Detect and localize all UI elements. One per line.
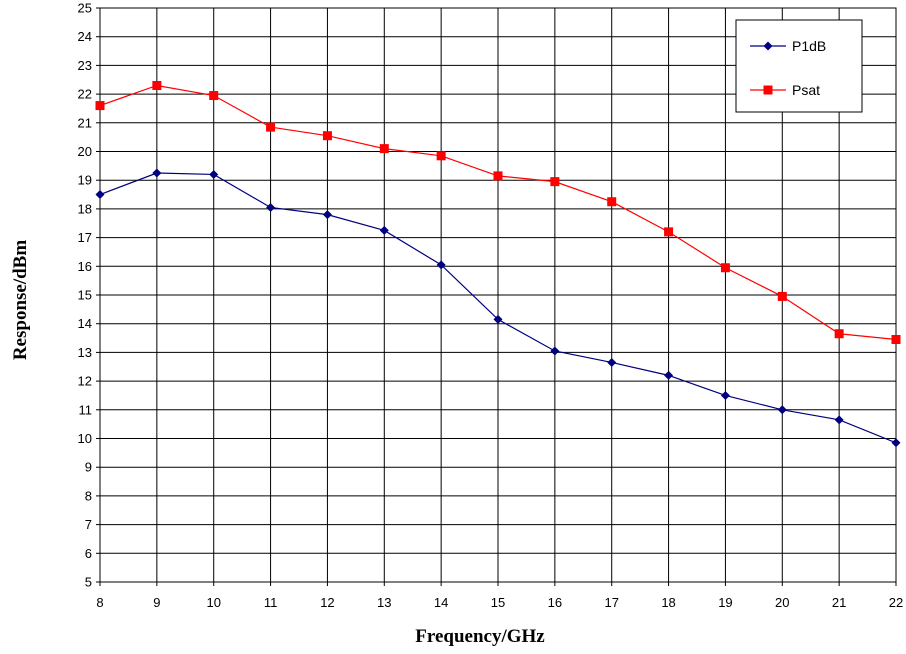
data-point-psat bbox=[664, 227, 674, 237]
x-tick-label: 9 bbox=[153, 595, 160, 610]
x-tick-label: 16 bbox=[548, 595, 562, 610]
data-point-psat bbox=[607, 197, 617, 207]
data-point-p1db bbox=[266, 202, 276, 212]
x-axis-title: Frequency/GHz bbox=[415, 626, 545, 647]
data-point-psat bbox=[266, 122, 276, 132]
y-axis: 5 6 7 8 9 10 11 12 13 14 15 16 17 18 19 20 21 22 23 24 25 bbox=[78, 1, 100, 590]
y-tick-label: 8 bbox=[85, 488, 92, 503]
y-tick-label: 19 bbox=[78, 173, 92, 188]
data-point-p1db bbox=[436, 260, 446, 270]
data-point-p1db bbox=[550, 346, 560, 356]
y-tick-label: 25 bbox=[78, 1, 92, 16]
y-tick-label: 17 bbox=[78, 230, 92, 245]
data-point-p1db bbox=[209, 169, 219, 179]
data-point-psat bbox=[493, 171, 503, 181]
data-point-p1db bbox=[95, 190, 105, 200]
data-point-p1db bbox=[152, 168, 162, 178]
y-tick-label: 23 bbox=[78, 58, 92, 73]
y-tick-label: 10 bbox=[78, 431, 92, 446]
data-point-psat bbox=[436, 151, 446, 161]
data-point-p1db bbox=[379, 225, 389, 235]
data-point-p1db bbox=[720, 390, 730, 400]
data-point-psat bbox=[209, 91, 219, 101]
data-point-psat bbox=[152, 80, 162, 90]
x-tick-label: 18 bbox=[661, 595, 675, 610]
series-psat bbox=[95, 80, 901, 344]
data-point-psat bbox=[95, 101, 105, 111]
x-tick-label: 13 bbox=[377, 595, 391, 610]
data-point-psat bbox=[891, 334, 901, 344]
data-point-p1db bbox=[322, 210, 332, 220]
y-tick-label: 12 bbox=[78, 374, 92, 389]
y-tick-label: 9 bbox=[85, 460, 92, 475]
x-axis: 8 9 10 11 12 13 14 15 16 17 18 19 20 21 22 bbox=[96, 582, 903, 610]
y-tick-label: 14 bbox=[78, 316, 92, 331]
y-tick-label: 22 bbox=[78, 87, 92, 102]
data-point-p1db bbox=[891, 438, 901, 448]
data-point-psat bbox=[777, 291, 787, 301]
x-tick-label: 11 bbox=[264, 595, 278, 610]
data-point-p1db bbox=[607, 357, 617, 367]
y-tick-label: 18 bbox=[78, 201, 92, 216]
data-point-p1db bbox=[493, 314, 503, 324]
x-tick-label: 20 bbox=[775, 595, 789, 610]
data-point-psat bbox=[550, 177, 560, 187]
legend-marker-psat bbox=[763, 85, 773, 95]
data-point-psat bbox=[379, 144, 389, 154]
x-tick-label: 21 bbox=[832, 595, 846, 610]
y-tick-label: 6 bbox=[85, 546, 92, 561]
data-point-p1db bbox=[777, 405, 787, 415]
y-tick-label: 24 bbox=[78, 29, 92, 44]
x-tick-label: 10 bbox=[206, 595, 220, 610]
y-tick-label: 7 bbox=[85, 517, 92, 532]
data-point-p1db bbox=[834, 415, 844, 425]
data-point-psat bbox=[720, 263, 730, 273]
x-tick-label: 22 bbox=[889, 595, 903, 610]
grid-lines bbox=[99, 7, 897, 583]
data-point-psat bbox=[322, 131, 332, 141]
x-tick-label: 15 bbox=[491, 595, 505, 610]
x-tick-label: 14 bbox=[434, 595, 448, 610]
legend-marker-p1db bbox=[763, 41, 773, 51]
y-tick-label: 21 bbox=[78, 115, 92, 130]
legend-label-p1db: P1dB bbox=[792, 38, 826, 54]
x-tick-label: 8 bbox=[96, 595, 103, 610]
y-tick-label: 15 bbox=[78, 288, 92, 303]
y-tick-label: 20 bbox=[78, 144, 92, 159]
series-p1db bbox=[95, 168, 901, 448]
legend: P1dB Psat bbox=[735, 19, 863, 113]
x-tick-label: 12 bbox=[320, 595, 334, 610]
y-axis-title: Response/dBm bbox=[10, 240, 31, 361]
legend-label-psat: Psat bbox=[792, 82, 820, 98]
data-point-psat bbox=[834, 329, 844, 339]
data-point-p1db bbox=[664, 370, 674, 380]
y-tick-label: 13 bbox=[78, 345, 92, 360]
x-tick-label: 17 bbox=[604, 595, 618, 610]
y-tick-label: 5 bbox=[85, 575, 92, 590]
y-tick-label: 16 bbox=[78, 259, 92, 274]
x-tick-label: 19 bbox=[718, 595, 732, 610]
y-tick-label: 11 bbox=[79, 402, 93, 417]
legend-box bbox=[735, 19, 863, 113]
series-layer bbox=[95, 80, 901, 448]
